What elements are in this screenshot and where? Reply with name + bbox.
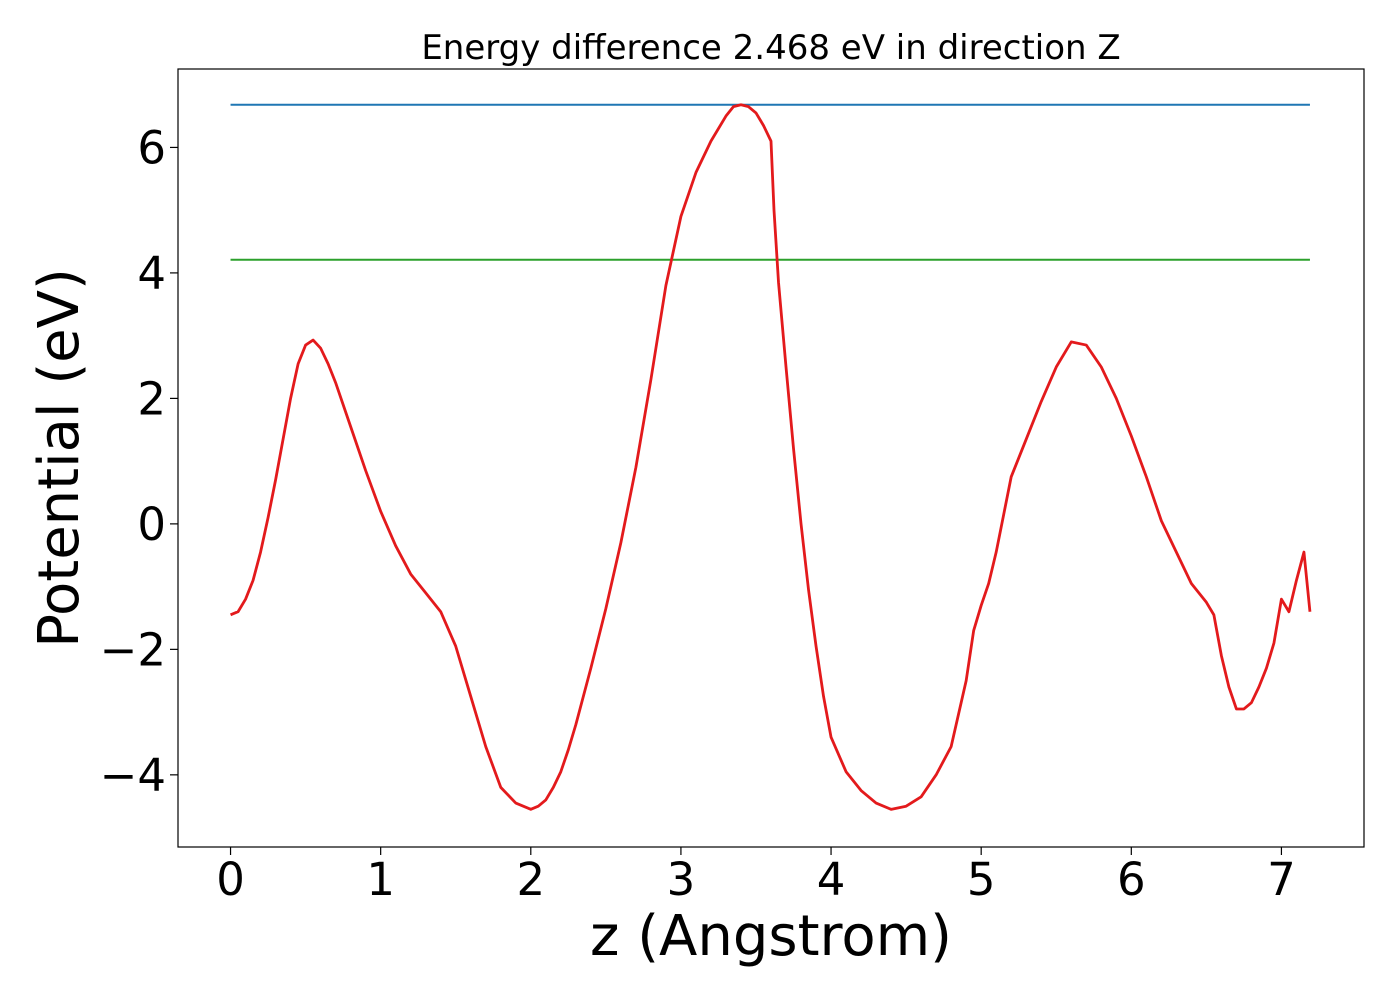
x-tick-label: 3 (667, 853, 696, 906)
x-tick-label: 1 (366, 853, 395, 906)
y-axis-label: Potential (eV) (27, 268, 92, 648)
y-tick-label: 6 (137, 121, 166, 174)
axes-frame (177, 68, 1365, 848)
y-tick-label: −4 (100, 749, 166, 802)
y-tick-label: 2 (137, 372, 166, 425)
x-ticks: 0 1 2 3 4 5 6 7 (216, 847, 1296, 906)
plot-area (230, 103, 1312, 811)
y-tick-label: −2 (100, 623, 166, 676)
y-tick-label: 4 (137, 247, 166, 300)
x-tick-label: 4 (817, 853, 846, 906)
x-tick-label: 6 (1117, 853, 1146, 906)
y-ticks: 6 4 2 0 −2 −4 (100, 121, 178, 802)
x-axis-label: z (Angstrom) (590, 904, 952, 969)
x-tick-label: 7 (1267, 853, 1296, 906)
x-tick-label: 5 (967, 853, 996, 906)
potential-curve (230, 103, 1312, 811)
x-tick-label: 2 (516, 853, 545, 906)
chart-title: Energy difference 2.468 eV in direction … (421, 28, 1120, 68)
y-tick-label: 0 (137, 498, 166, 551)
x-tick-label: 0 (216, 853, 245, 906)
